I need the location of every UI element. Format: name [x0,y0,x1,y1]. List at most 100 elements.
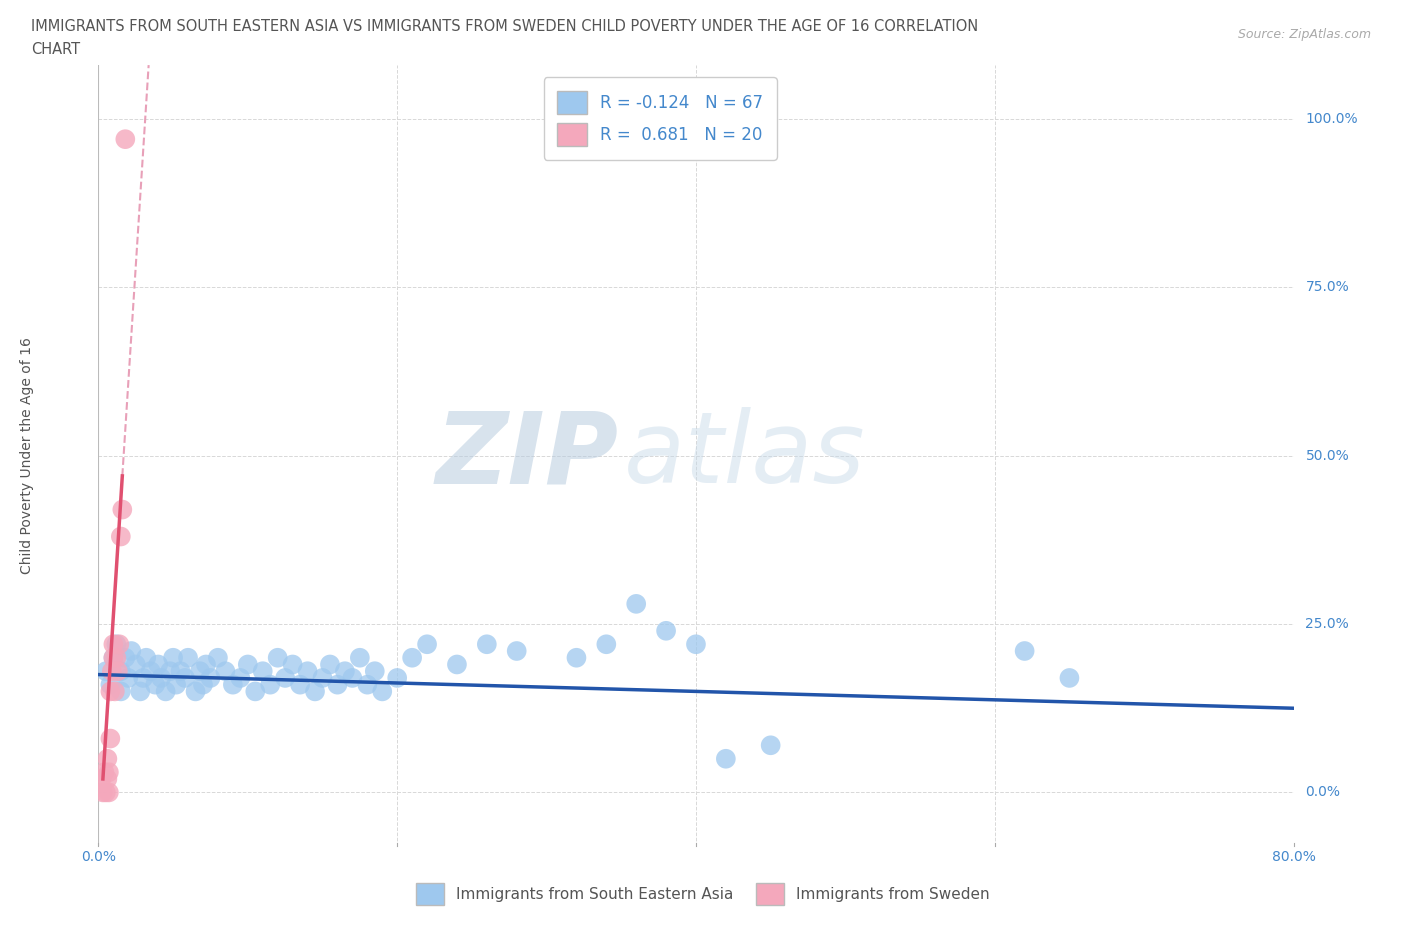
Point [114,650,136,665]
Point [319,657,342,671]
Point [125,657,148,671]
Point [110,684,132,698]
Point [139,664,162,679]
Point [311,671,333,685]
Text: Child Poverty Under the Age of 16: Child Poverty Under the Age of 16 [20,338,34,574]
Point [105,650,128,665]
Point [174,671,197,685]
Text: 25.0%: 25.0% [1306,618,1350,631]
Point [385,671,409,685]
Text: 0.0%: 0.0% [82,850,115,864]
Point [159,664,181,679]
Point [274,671,297,685]
Point [135,650,157,665]
Text: IMMIGRANTS FROM SOUTH EASTERN ASIA VS IMMIGRANTS FROM SWEDEN CHILD POVERTY UNDER: IMMIGRANTS FROM SOUTH EASTERN ASIA VS IM… [31,19,979,33]
Point [101,664,124,679]
Point [94,664,117,679]
Point [349,650,371,665]
Point [105,637,128,652]
Point [655,623,678,638]
Point [236,657,259,671]
Text: Source: ZipAtlas.com: Source: ZipAtlas.com [1237,28,1371,41]
Point [117,671,139,685]
Point [94,785,117,800]
Point [155,684,177,698]
Point [207,650,229,665]
Point [342,671,364,685]
Text: ZIP: ZIP [436,407,619,504]
Point [132,671,155,685]
Point [177,650,200,665]
Point [267,650,290,665]
Point [200,671,222,685]
Point [97,764,120,779]
Text: 75.0%: 75.0% [1306,280,1350,294]
Point [326,677,349,692]
Point [356,677,378,692]
Point [229,671,252,685]
Point [150,671,173,685]
Point [714,751,737,766]
Point [416,637,439,652]
Point [624,596,647,611]
Point [108,637,131,652]
Point [162,650,184,665]
Point [288,677,311,692]
Point [245,684,267,698]
Point [107,664,129,679]
Point [188,664,211,679]
Point [143,677,166,692]
Point [111,502,134,517]
Point [103,650,125,665]
Point [103,650,125,665]
Point [191,677,214,692]
Text: CHART: CHART [31,42,80,57]
Point [475,637,498,652]
Point [148,657,170,671]
Point [120,644,142,658]
Legend: R = -0.124   N = 67, R =  0.681   N = 20: R = -0.124 N = 67, R = 0.681 N = 20 [544,77,776,160]
Point [281,657,304,671]
Text: 100.0%: 100.0% [1306,112,1358,126]
Text: 80.0%: 80.0% [1271,850,1316,864]
Point [129,684,152,698]
Point [114,132,136,147]
Point [98,677,122,692]
Point [371,684,394,698]
Point [333,664,356,679]
Point [685,637,707,652]
Point [93,764,115,779]
Point [1014,644,1036,658]
Point [103,637,125,652]
Point [304,684,326,698]
Point [259,677,281,692]
Point [169,664,191,679]
Point [446,657,468,671]
Point [401,650,423,665]
Point [97,785,120,800]
Point [96,751,118,766]
Point [214,664,236,679]
Point [104,684,127,698]
Point [98,731,122,746]
Point [91,785,114,800]
Point [165,677,187,692]
Point [252,664,274,679]
Point [297,664,319,679]
Point [96,772,118,787]
Text: atlas: atlas [624,407,866,504]
Point [90,772,112,787]
Point [565,650,588,665]
Point [364,664,387,679]
Point [222,677,245,692]
Point [595,637,617,652]
Legend: Immigrants from South Eastern Asia, Immigrants from Sweden: Immigrants from South Eastern Asia, Immi… [411,877,995,911]
Text: 50.0%: 50.0% [1306,448,1350,463]
Point [110,529,132,544]
Point [184,684,207,698]
Text: 0.0%: 0.0% [1306,786,1340,800]
Point [98,684,122,698]
Point [1059,671,1081,685]
Point [506,644,529,658]
Point [759,737,782,752]
